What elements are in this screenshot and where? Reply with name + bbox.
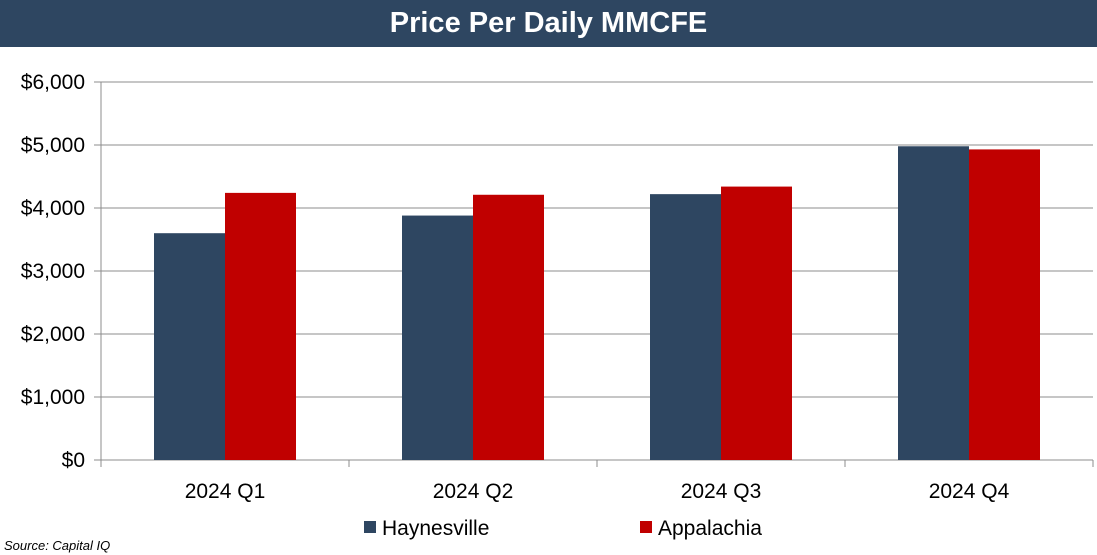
bar-haynesville-2: [402, 215, 473, 460]
bar-haynesville-4: [898, 146, 969, 460]
y-tick-label: $3,000: [21, 260, 85, 283]
y-tick-label: $0: [62, 449, 85, 472]
bar-haynesville-3: [650, 194, 721, 460]
legend-swatch-haynesville: [364, 521, 376, 533]
x-tick-label: 2024 Q4: [929, 480, 1010, 503]
x-tick-label: 2024 Q1: [185, 480, 266, 503]
source-note: Source: Capital IQ: [4, 538, 111, 553]
chart-title: Price Per Daily MMCFE: [389, 7, 708, 39]
bar-appalachia-2: [473, 194, 544, 460]
bar-appalachia-1: [225, 192, 296, 460]
y-tick-label: $4,000: [21, 197, 85, 220]
chart-title-bar: Price Per Daily MMCFE: [0, 0, 1097, 47]
bar-appalachia-3: [721, 186, 792, 460]
legend-label-appalachia: Appalachia: [658, 517, 762, 540]
y-tick-label: $6,000: [21, 71, 85, 94]
bar-appalachia-4: [969, 149, 1040, 460]
y-tick-label: $2,000: [21, 323, 85, 346]
y-tick-label: $5,000: [21, 134, 85, 157]
legend-label-haynesville: Haynesville: [382, 517, 489, 540]
x-tick-label: 2024 Q2: [433, 480, 514, 503]
bar-haynesville-1: [154, 233, 225, 460]
y-tick-label: $1,000: [21, 386, 85, 409]
x-tick-label: 2024 Q3: [681, 480, 762, 503]
legend-swatch-appalachia: [640, 521, 652, 533]
